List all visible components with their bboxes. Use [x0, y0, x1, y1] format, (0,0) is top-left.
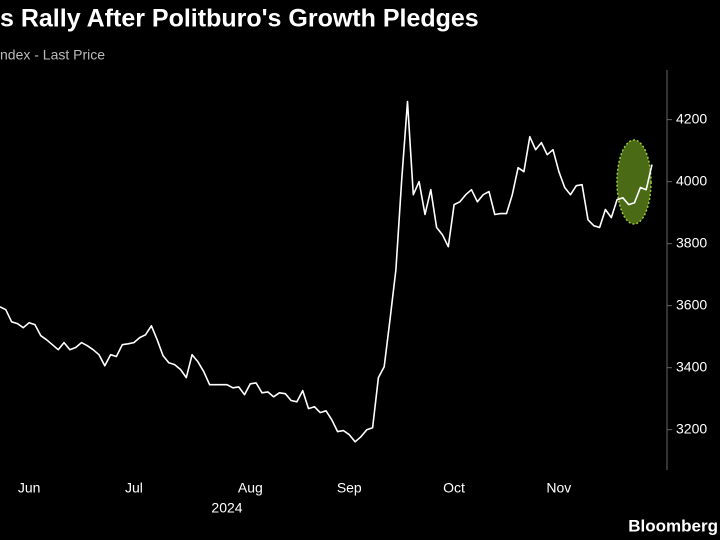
y-tick-label: 3800: [676, 234, 707, 250]
chart-subtitle: ndex - Last Price: [0, 47, 105, 63]
y-tick-label: 3600: [676, 296, 707, 312]
x-tick-label: Aug: [238, 480, 263, 496]
x-tick-label: Sep: [337, 480, 362, 496]
x-tick-label: Jun: [18, 480, 41, 496]
y-tick-label: 3200: [676, 420, 707, 436]
x-tick-label: Nov: [546, 480, 571, 496]
chart-title: s Rally After Politburo's Growth Pledges: [0, 5, 479, 33]
source: Bloomberg: [628, 516, 718, 535]
x-tick-label: Jul: [125, 480, 143, 496]
y-tick-label: 4000: [676, 172, 707, 188]
price-line: [0, 100, 653, 443]
highlight: [616, 139, 652, 225]
year-label: 2024: [211, 500, 242, 516]
x-tick-label: Oct: [443, 480, 465, 496]
y-tick-label: 4200: [676, 110, 707, 126]
y-tick-label: 3400: [676, 358, 707, 374]
